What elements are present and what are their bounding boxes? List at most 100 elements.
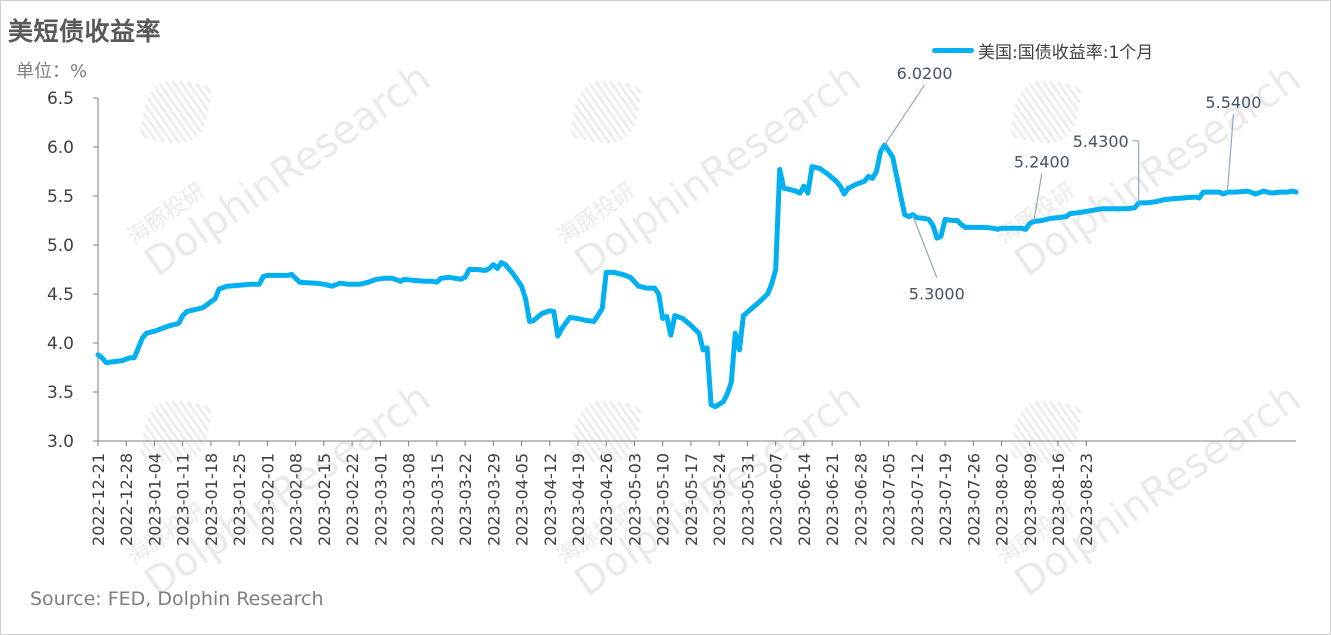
x-tick-label: 2023-02-01 [258, 453, 277, 546]
y-tick-label: 4.5 [47, 285, 74, 305]
watermark-bar [141, 440, 157, 462]
watermark-bar [1073, 404, 1082, 415]
x-tick-label: 2023-06-21 [823, 453, 842, 546]
watermark-bar [1023, 406, 1064, 461]
watermark-bar [144, 104, 174, 144]
watermark-bar [203, 84, 212, 95]
x-tick-label: 2023-02-15 [315, 453, 334, 546]
x-tick-label: 2023-03-15 [428, 453, 447, 546]
x-tick-label: 2023-04-05 [513, 453, 532, 546]
x-tick-label: 2023-04-19 [569, 453, 588, 546]
x-tick-label: 2023-05-10 [654, 453, 673, 546]
watermark-bar [1073, 84, 1082, 95]
x-tick-label: 2023-02-08 [287, 453, 306, 546]
watermark-bar [1009, 129, 1019, 140]
watermark-en-text: DolphinResearch [136, 55, 439, 286]
watermark-bar [601, 79, 636, 127]
x-tick-label: 2023-03-08 [400, 453, 419, 546]
watermark-bar [149, 411, 188, 464]
watermark-bar [142, 111, 166, 143]
watermark-bar [171, 79, 206, 127]
x-tick-label: 2023-08-23 [1077, 453, 1096, 546]
watermark-bar [1056, 400, 1080, 432]
watermark-bar [601, 399, 636, 447]
watermark-bar [158, 82, 199, 138]
chart-title: 美短债收益率 [8, 17, 162, 46]
watermark-bar [1065, 402, 1081, 424]
watermark-bar [571, 120, 587, 142]
watermark-bar [571, 440, 587, 462]
x-tick-label: 2023-01-18 [202, 453, 221, 546]
x-tick-label: 2023-07-12 [908, 453, 927, 546]
watermark-bar [633, 404, 642, 415]
watermark-bar [1014, 424, 1044, 464]
x-tick-label: 2023-04-26 [597, 453, 616, 546]
series-layer [95, 142, 1299, 410]
watermark-bar [588, 82, 629, 138]
x-tick-label: 2023-04-12 [541, 453, 560, 546]
x-tick-label: 2023-06-07 [767, 453, 786, 546]
annotation-leader [1226, 114, 1235, 193]
x-tick-label: 2023-07-05 [880, 453, 899, 546]
watermark-bar [572, 111, 596, 143]
watermark-bar [164, 400, 203, 453]
watermark-bar [594, 80, 633, 133]
watermark-bar [576, 97, 611, 144]
annotation-leader [1033, 173, 1043, 222]
x-tick-label: 2023-03-29 [484, 453, 503, 546]
watermark-bar [608, 399, 638, 440]
watermark-bar [153, 86, 194, 141]
watermark-bar [579, 91, 618, 144]
annotation-leader [912, 215, 938, 278]
watermark-bar [1016, 417, 1051, 464]
series-line [95, 142, 1299, 410]
x-tick-label: 2023-06-28 [851, 453, 870, 546]
watermark-bar [178, 79, 208, 120]
watermark-bar [1011, 440, 1027, 462]
watermark-bar [572, 431, 596, 463]
watermark-bar [1028, 82, 1069, 138]
y-tick-label: 5.0 [47, 236, 74, 256]
watermark-bar [574, 424, 604, 464]
watermark-bar [1056, 80, 1080, 112]
legend-swatch [932, 48, 974, 53]
watermark-bar [1016, 97, 1051, 144]
watermark-bar [195, 402, 211, 424]
watermark-bar [164, 80, 203, 133]
x-tick-label: 2023-05-17 [682, 453, 701, 546]
watermark-bar [1019, 91, 1058, 144]
x-tick-label: 2023-01-11 [174, 453, 193, 546]
watermark-bar [139, 449, 149, 460]
watermark-bar [141, 120, 157, 142]
annotation-label: 5.4300 [1073, 132, 1129, 151]
watermark-bar [1009, 449, 1019, 460]
y-tick-label: 4.0 [47, 334, 74, 354]
watermark-bar [616, 400, 640, 432]
watermark-bar [625, 82, 641, 104]
watermark-bar [144, 424, 174, 464]
watermark-bar [588, 402, 629, 458]
x-tick-label: 2023-01-04 [145, 453, 164, 546]
annotation-leader [884, 84, 926, 146]
watermark-bar [583, 406, 624, 461]
watermark-bar [1048, 79, 1078, 120]
y-tick-label: 3.0 [47, 432, 74, 452]
watermark-bar [146, 417, 181, 464]
watermark-bar [153, 406, 194, 461]
source-note: Source: FED, Dolphin Research [30, 588, 324, 610]
watermark-bar [574, 104, 604, 144]
watermark-bar [633, 84, 642, 95]
y-tick-label: 5.5 [47, 187, 74, 207]
axes: 3.0 3.5 4.0 4.5 5.0 5.5 6.0 6.5 2022-12-21 2022-1… [47, 89, 1296, 546]
watermark-bar [1014, 104, 1044, 144]
watermark-bar [1041, 79, 1076, 127]
y-tick-label: 6.5 [47, 89, 74, 109]
watermark-bar [616, 80, 640, 112]
watermark-bar [1011, 120, 1027, 142]
x-tick-label: 2023-08-02 [993, 453, 1012, 546]
x-tick-label: 2023-06-14 [795, 453, 814, 546]
watermark-bar [576, 417, 611, 464]
watermark-bar [186, 80, 210, 112]
